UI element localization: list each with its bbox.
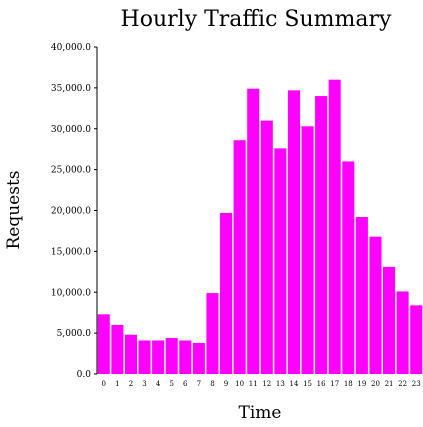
x-tick-label: 1	[115, 380, 119, 388]
bar-hour-9	[220, 212, 233, 374]
x-tick-label: 22	[398, 380, 407, 388]
x-tick-label: 9	[224, 380, 228, 388]
x-tick-label: 15	[303, 380, 312, 388]
y-tick-label: 20,000.0	[51, 207, 91, 217]
x-tick-label: 20	[371, 380, 380, 388]
x-tick-label: 3	[142, 380, 146, 388]
x-tick-label: 10	[235, 380, 244, 388]
bar-hour-15	[301, 126, 314, 374]
bar-hour-0	[97, 314, 110, 374]
x-tick-label: 0	[102, 380, 106, 388]
bar-hour-7	[192, 342, 205, 374]
y-tick-label: 30,000.0	[51, 125, 91, 135]
x-tick-label: 8	[210, 380, 214, 388]
x-tick-label: 12	[262, 380, 271, 388]
x-tick-label: 23	[412, 380, 421, 388]
x-tick-label: 19	[357, 380, 366, 388]
bar-hour-4	[152, 340, 165, 374]
bar-hour-18	[342, 161, 355, 374]
bar-hour-8	[206, 293, 219, 374]
x-axis-label: Time	[239, 403, 282, 423]
chart-title: Hourly Traffic Summary	[121, 7, 392, 32]
bar-hour-6	[179, 340, 192, 374]
bar-hour-23	[410, 305, 423, 374]
x-tick-label: 7	[197, 380, 201, 388]
y-tick-label: 15,000.0	[51, 247, 91, 257]
y-tick-label: 5,000.0	[57, 329, 92, 339]
bar-hour-17	[328, 79, 341, 374]
x-tick-label: 21	[385, 380, 394, 388]
bar-hour-12	[260, 120, 273, 374]
bar-hour-19	[355, 217, 368, 374]
bar-hour-21	[383, 266, 396, 374]
x-tick-label: 18	[344, 380, 353, 388]
bar-hour-11	[247, 88, 260, 374]
y-tick-label: 10,000.0	[51, 288, 91, 298]
bar-hour-13	[274, 148, 287, 374]
x-tick-label: 14	[289, 380, 298, 388]
bar-hour-1	[111, 324, 124, 374]
bar-hour-22	[396, 291, 409, 374]
x-tick-label: 5	[169, 380, 173, 388]
bar-hour-16	[315, 96, 328, 375]
x-axis: 0 1 2 3 4 5 6 7 8 9 10 11 12 13 14 15 16 17 18 19 20 21 22 23	[102, 380, 421, 388]
bars-group	[97, 79, 423, 375]
y-tick-label: 40,000.0	[51, 43, 91, 53]
y-axis: 0.0 5,000.0 10,000.0 15,000.0 20,000.0 25,000…	[51, 43, 98, 380]
y-axis-label: Requests	[4, 170, 24, 249]
bar-hour-20	[369, 236, 382, 374]
x-tick-label: 17	[330, 380, 339, 388]
bar-hour-3	[138, 340, 151, 374]
y-tick-label: 0.0	[77, 370, 92, 380]
x-tick-label: 6	[183, 380, 188, 388]
bar-hour-14	[287, 90, 300, 374]
bar-hour-2	[124, 334, 137, 374]
bar-hour-5	[165, 338, 178, 374]
x-tick-label: 2	[129, 380, 133, 388]
y-tick-label: 35,000.0	[51, 84, 91, 94]
x-tick-label: 16	[317, 380, 326, 388]
y-tick-label: 25,000.0	[51, 166, 91, 176]
x-tick-label: 13	[276, 380, 285, 388]
bar-hour-10	[233, 140, 246, 374]
x-tick-label: 11	[249, 380, 258, 388]
x-tick-label: 4	[156, 380, 161, 388]
